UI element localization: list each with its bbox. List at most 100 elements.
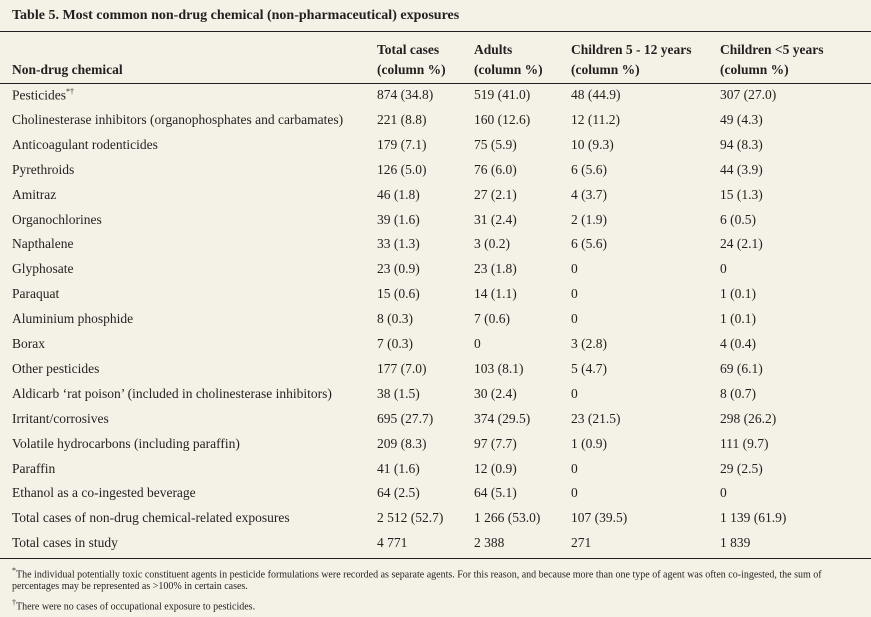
rule	[0, 558, 871, 559]
table-cell: 41 (1.6)	[377, 460, 420, 476]
table-cell: 15 (0.6)	[377, 286, 420, 302]
column-header: Children <5 years	[720, 42, 824, 57]
table-cell: 0	[571, 485, 578, 501]
table-cell: 44 (3.9)	[720, 161, 763, 177]
row-label: Anticoagulant rodenticides	[12, 136, 158, 152]
table-cell: 3 (0.2)	[474, 236, 510, 252]
table-cell: 1 (0.1)	[720, 311, 756, 327]
table-cell: 0	[571, 385, 578, 401]
table-cell: 6 (5.6)	[571, 161, 607, 177]
table-cell: 874 (34.8)	[377, 87, 434, 102]
table-cell: 0	[571, 261, 578, 277]
column-header: Non-drug chemical	[12, 62, 123, 77]
column-header: Adults	[474, 42, 513, 57]
table-cell: 27 (2.1)	[474, 186, 517, 202]
table-cell: 3 (2.8)	[571, 336, 607, 351]
row-label: Cholinesterase inhibitors (organophospha…	[12, 111, 344, 127]
table-cell: 0	[571, 286, 578, 302]
table-cell: 97 (7.7)	[474, 435, 517, 451]
rule	[0, 31, 871, 32]
table-cell: 75 (5.9)	[474, 136, 517, 152]
table-cell: 111 (9.7)	[720, 435, 769, 451]
table-cell: 49 (4.3)	[720, 111, 763, 127]
table-cell: 38 (1.5)	[377, 385, 420, 401]
table-cell: 107 (39.5)	[571, 510, 628, 526]
table-cell: 5 (4.7)	[571, 360, 607, 376]
table-cell: 374 (29.5)	[474, 410, 531, 426]
table-cell: 69 (6.1)	[720, 360, 763, 376]
table-cell: 0	[571, 460, 578, 476]
row-label: Aldicarb ‘rat poison’ (included in choli…	[12, 385, 332, 401]
table-cell: 23 (0.9)	[377, 261, 420, 277]
column-header: (column %)	[571, 62, 640, 77]
table-cell: 10 (9.3)	[571, 136, 614, 152]
footnote-marker: †	[12, 598, 16, 607]
table-cell: 23 (1.8)	[474, 261, 517, 277]
table-cell: 1 (0.9)	[571, 435, 607, 451]
column-header: (column %)	[474, 62, 543, 77]
table-cell: 76 (6.0)	[474, 161, 517, 177]
row-label: Other pesticides	[12, 360, 100, 376]
row-label: Pyrethroids	[12, 161, 75, 177]
row-label: Pesticides*†	[12, 87, 74, 103]
footnote-marker: *	[12, 566, 16, 575]
table-cell: 8 (0.3)	[377, 311, 413, 327]
column-header: (column %)	[720, 62, 789, 77]
table-cell: 1 266 (53.0)	[474, 510, 541, 526]
row-label: Organochlorines	[12, 211, 102, 227]
table-cell: 7 (0.3)	[377, 336, 413, 351]
table-cell: 160 (12.6)	[474, 111, 531, 127]
table-cell: 8 (0.7)	[720, 385, 756, 401]
table-cell: 12 (11.2)	[571, 111, 620, 127]
row-label: Amitraz	[12, 186, 57, 202]
table-cell: 2 512 (52.7)	[377, 510, 444, 526]
table-cell: 2 388	[474, 535, 505, 551]
rule	[0, 83, 871, 84]
column-header: (column %)	[377, 62, 446, 77]
table-cell: 519 (41.0)	[474, 87, 531, 102]
table-cell: 179 (7.1)	[377, 136, 427, 152]
table-cell: 6 (5.6)	[571, 236, 607, 252]
row-label: Irritant/corrosives	[12, 410, 109, 426]
row-label: Aluminium phosphide	[12, 311, 134, 327]
table-cell: 103 (8.1)	[474, 360, 524, 376]
row-label: Total cases of non-drug chemical-related…	[12, 510, 290, 526]
table-cell: 1 139 (61.9)	[720, 510, 787, 526]
row-label: Ethanol as a co-ingested beverage	[12, 485, 196, 501]
table-cell: 46 (1.8)	[377, 186, 420, 202]
table-cell: 126 (5.0)	[377, 161, 427, 177]
footnote: *The individual potentially toxic consti…	[12, 565, 857, 593]
table-cell: 94 (8.3)	[720, 136, 763, 152]
row-label: Volatile hydrocarbons (including paraffi…	[12, 435, 240, 451]
table-cell: 33 (1.3)	[377, 236, 420, 252]
table-cell: 0	[474, 336, 481, 351]
table-cell: 271	[571, 535, 592, 551]
row-label: Borax	[12, 336, 45, 351]
table-cell: 177 (7.0)	[377, 360, 427, 376]
table-cell: 14 (1.1)	[474, 286, 517, 302]
table-cell: 31 (2.4)	[474, 211, 517, 227]
table-cell: 307 (27.0)	[720, 87, 777, 102]
table-cell: 1 839	[720, 535, 751, 551]
table-cell: 64 (5.1)	[474, 485, 517, 501]
footnote-text: There were no cases of occupational expo…	[16, 601, 256, 613]
column-header: Total cases	[377, 42, 440, 57]
table-cell: 15 (1.3)	[720, 186, 763, 202]
table-cell: 2 (1.9)	[571, 211, 607, 227]
table-cell: 39 (1.6)	[377, 211, 420, 227]
table-title: Table 5. Most common non-drug chemical (…	[12, 8, 460, 23]
table-cell: 298 (26.2)	[720, 410, 777, 426]
table-cell: 24 (2.1)	[720, 236, 763, 252]
footnote-text: The individual potentially toxic constit…	[12, 569, 822, 593]
row-label: Total cases in study	[12, 535, 118, 551]
table-cell: 209 (8.3)	[377, 435, 427, 451]
table-cell: 23 (21.5)	[571, 410, 621, 426]
row-label: Glyphosate	[12, 261, 74, 277]
table-cell: 48 (44.9)	[571, 87, 621, 102]
table-cell: 695 (27.7)	[377, 410, 434, 426]
table-cell: 6 (0.5)	[720, 211, 756, 227]
column-header: Children 5 - 12 years	[571, 42, 692, 57]
row-label: Napthalene	[12, 236, 74, 252]
table-cell: 29 (2.5)	[720, 460, 763, 476]
